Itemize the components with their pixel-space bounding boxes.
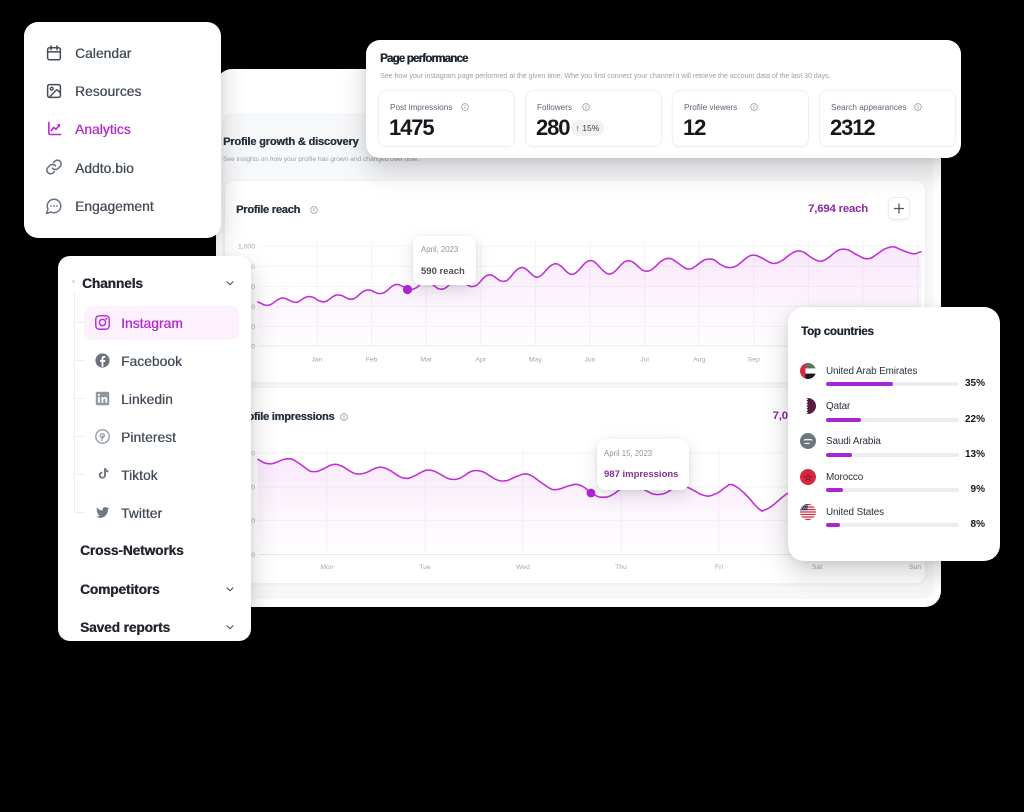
svg-text:Apr: Apr [476,357,487,364]
svg-text:0: 0 [251,484,255,491]
svg-text:0: 0 [251,450,255,457]
svg-text:Wed: Wed [516,564,530,571]
svg-text:Sat: Sat [812,564,822,571]
svg-text:0: 0 [251,264,255,271]
svg-text:0: 0 [251,284,255,291]
svg-text:Jul: Jul [640,357,649,364]
svg-text:Sep: Sep [748,357,760,364]
svg-text:Tue: Tue [419,564,431,571]
svg-text:0: 0 [251,552,255,559]
svg-text:Fri: Fri [715,564,723,571]
svg-text:Jan: Jan [312,357,323,364]
svg-text:Feb: Feb [366,357,378,364]
svg-text:1,000: 1,000 [238,243,255,250]
svg-text:Jun: Jun [585,357,596,364]
svg-text:0: 0 [251,518,255,525]
svg-text:0: 0 [251,343,255,350]
svg-text:Thu: Thu [615,564,627,571]
svg-text:Mon: Mon [320,564,333,571]
svg-text:Aug: Aug [693,357,705,364]
svg-text:Mar: Mar [420,357,432,364]
svg-text:0: 0 [251,304,255,311]
svg-text:Sun: Sun [909,564,921,571]
svg-text:May: May [529,357,542,364]
svg-text:0: 0 [251,324,255,331]
